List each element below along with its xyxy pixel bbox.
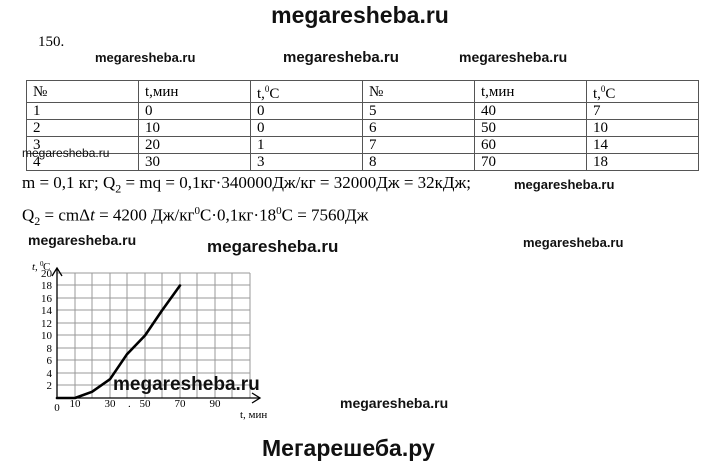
- svg-text:30: 30: [105, 398, 117, 410]
- svg-text:6: 6: [47, 355, 53, 367]
- svg-text:0: 0: [54, 402, 60, 414]
- svg-text:20: 20: [41, 268, 53, 280]
- svg-text:10: 10: [70, 398, 82, 410]
- svg-text:12: 12: [41, 318, 52, 330]
- svg-text:4: 4: [47, 368, 53, 380]
- svg-text:10: 10: [41, 330, 53, 342]
- svg-text:18: 18: [41, 280, 53, 292]
- svg-text:16: 16: [41, 293, 53, 305]
- svg-text:90: 90: [210, 398, 222, 410]
- svg-text:2: 2: [47, 380, 53, 392]
- svg-text:.: .: [128, 398, 131, 410]
- svg-text:t,: t,: [32, 261, 38, 273]
- svg-text:70: 70: [175, 398, 187, 410]
- svg-text:50: 50: [140, 398, 152, 410]
- svg-text:t, мин: t, мин: [240, 409, 267, 421]
- svg-text:14: 14: [41, 305, 53, 317]
- svg-text:8: 8: [47, 343, 53, 355]
